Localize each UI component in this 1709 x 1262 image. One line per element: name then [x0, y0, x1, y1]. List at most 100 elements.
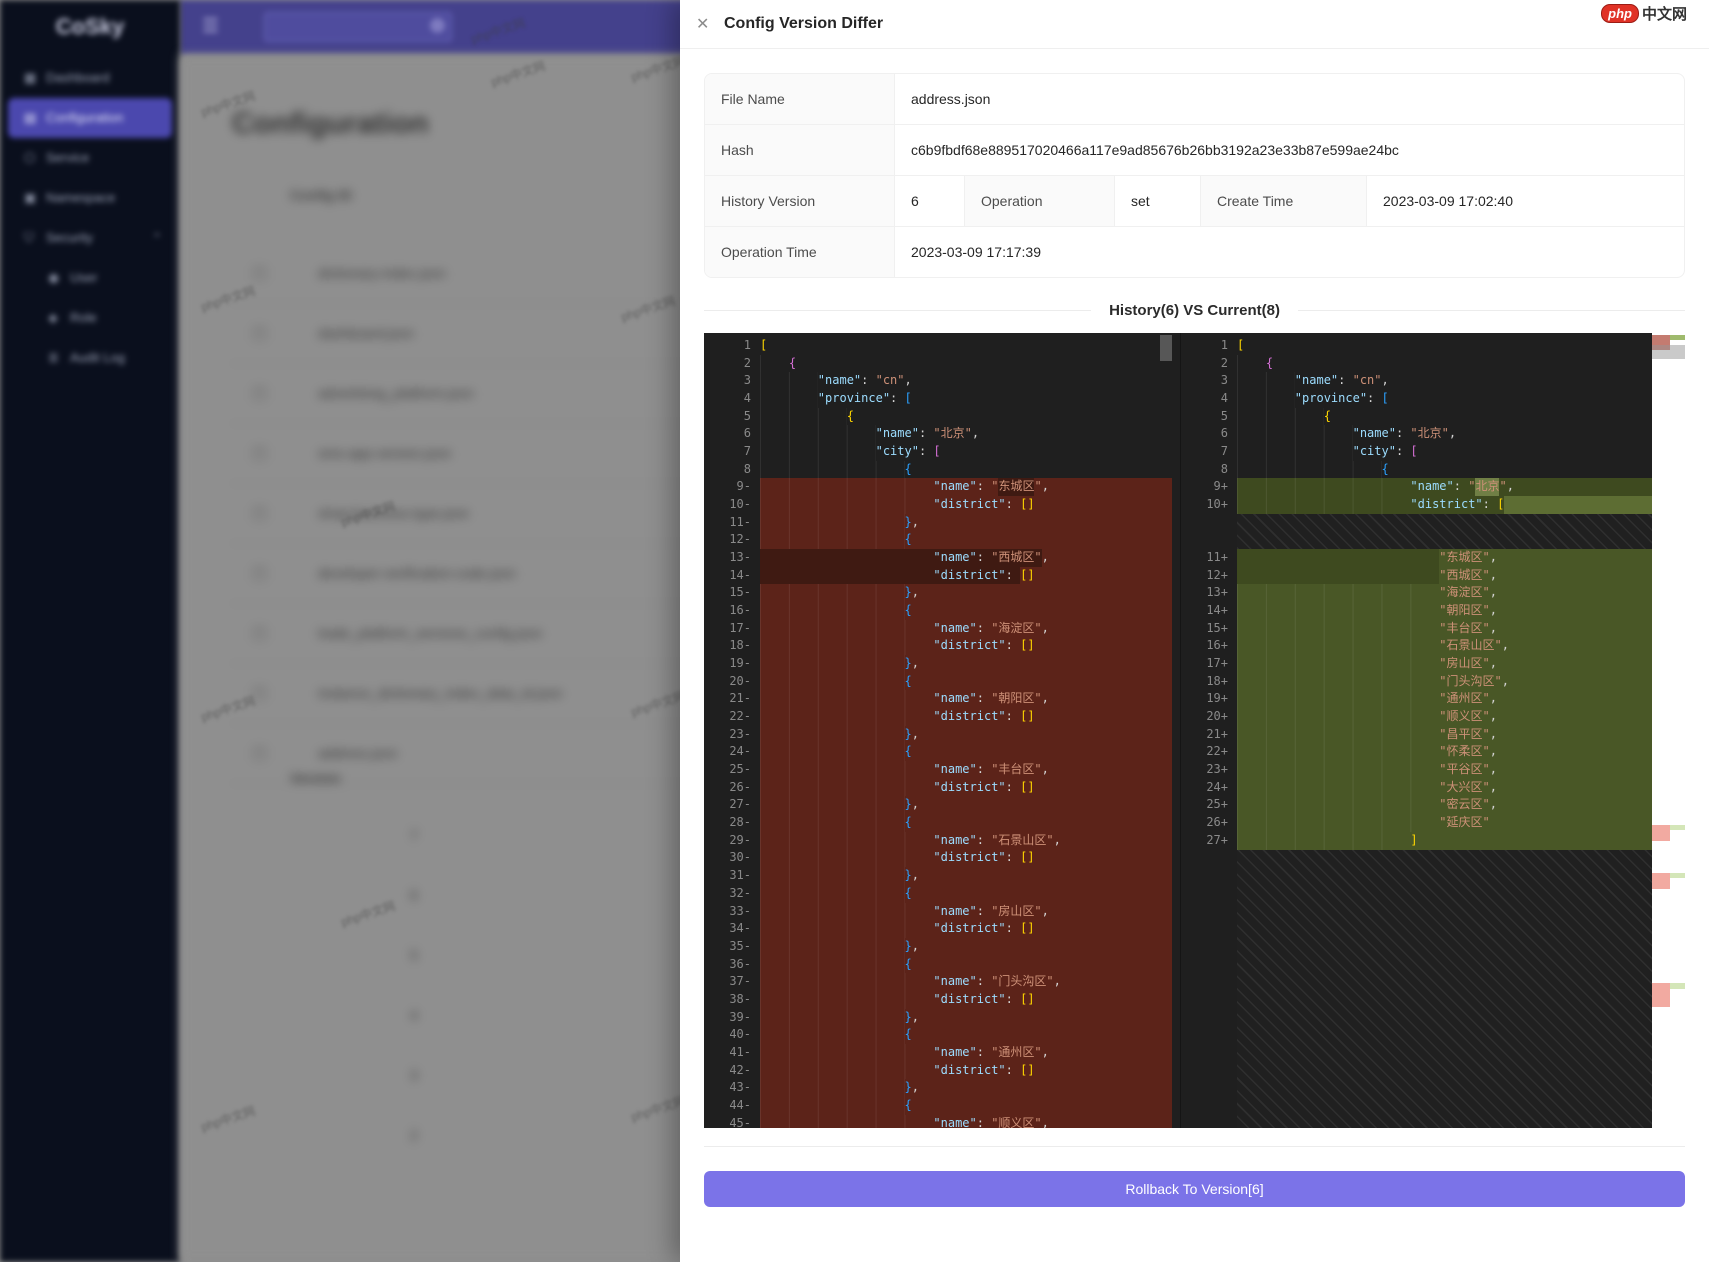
diff-heading: History(6) VS Current(8) — [1109, 302, 1280, 319]
line-number: 16- — [729, 603, 751, 618]
hash-value: c6b9fbdf68e889517020466a117e9ad85676b26b… — [895, 125, 1684, 176]
expand-icon[interactable]: + — [253, 327, 266, 340]
diff-overview-ruler[interactable] — [1652, 333, 1685, 1128]
left-scrollbar-slider[interactable] — [1160, 335, 1172, 361]
code-line: 4 "province": [ — [1181, 390, 1652, 408]
line-number: 6 — [743, 426, 751, 441]
sidebar-item-dashboard[interactable]: ▦ Dashboard — [0, 58, 180, 98]
sidebar-item-configuration[interactable]: ▤ Configuration — [8, 98, 172, 138]
line-number: 16+ — [1206, 638, 1228, 653]
chevron-up-icon: ⌃ — [151, 231, 162, 245]
ruler-mark-slider — [1652, 345, 1685, 359]
expand-icon[interactable]: + — [253, 267, 266, 280]
code-line: 33- "name": "房山区", — [704, 902, 1172, 921]
expand-icon[interactable]: + — [253, 567, 266, 580]
namespace-icon: ▣ — [24, 190, 37, 205]
line-number: 12+ — [1206, 567, 1228, 582]
code-line: 6 "name": "北京", — [1181, 425, 1652, 444]
user-icon: ◉ — [48, 270, 60, 285]
line-number: 23- — [729, 726, 751, 741]
sidebar-subitem-audit-log[interactable]: ≣ Audit Log — [0, 338, 180, 378]
operation-time-label: Operation Time — [705, 227, 895, 277]
config-version-differ-drawer: ✕ Config Version Differ File Name addres… — [680, 0, 1709, 1262]
diff-modified-pane[interactable]: 1[2 {3 "name": "cn", 4 "province": [5 {6 … — [1180, 333, 1652, 1128]
code-line: 30- "district": [] — [704, 849, 1172, 868]
drawer-title: Config Version Differ — [724, 15, 884, 32]
sidebar-item-service[interactable]: ⬡ Service — [0, 138, 180, 178]
line-number: 17- — [729, 620, 751, 635]
sidebar-item-namespace[interactable]: ▣ Namespace — [0, 178, 180, 218]
ruler-mark-pink — [1652, 873, 1670, 889]
code-line: 24- { — [704, 743, 1172, 762]
line-number: 2 — [1220, 355, 1228, 370]
code-line: 14+ "朝阳区", — [1181, 602, 1652, 620]
code-line: 16+ "石景山区", — [1181, 637, 1652, 656]
code-line: 9+ "name": " 北京 ", — [1181, 478, 1652, 497]
line-number: 33- — [729, 903, 751, 918]
file-name-value: address.json — [895, 74, 1684, 125]
code-line: 15- }, — [704, 584, 1172, 603]
ruler-mark-lgreen — [1670, 873, 1685, 878]
code-line: 38- "district": [] — [704, 990, 1172, 1009]
version-row[interactable]: 7 — [410, 827, 418, 843]
code-line: 26+ "延庆区" — [1181, 814, 1652, 832]
expand-icon[interactable]: + — [253, 387, 266, 400]
line-number: 8 — [743, 461, 751, 476]
code-line: 31- }, — [704, 867, 1172, 885]
diff-sash[interactable] — [1172, 333, 1180, 1128]
role-icon: ◈ — [48, 310, 58, 325]
version-row[interactable]: 4 — [410, 1007, 418, 1023]
config-id: dictionary-index.json — [318, 265, 446, 281]
table-column-header: Config ID — [290, 187, 353, 203]
code-line: 18+ "门头沟区", — [1181, 672, 1652, 691]
security-icon: ⛉ — [24, 230, 34, 245]
config-id: instance_dictionary_index_data_id.json — [318, 685, 563, 701]
sidebar-subitem-user[interactable]: ◉ User — [0, 258, 180, 298]
clear-icon[interactable] — [430, 18, 445, 33]
line-number: 20+ — [1206, 709, 1228, 724]
expand-icon[interactable]: + — [253, 507, 266, 520]
line-number: 25+ — [1206, 797, 1228, 812]
code-line: 19+ "通州区", — [1181, 690, 1652, 709]
line-number: 24- — [729, 744, 751, 759]
code-line: 13- "name": "西城区", — [704, 549, 1172, 567]
line-number: 35- — [729, 938, 751, 953]
version-row[interactable]: 2 — [410, 1127, 418, 1143]
sidebar-subitem-role[interactable]: ◈ Role — [0, 298, 180, 338]
line-number: 5 — [743, 408, 751, 423]
code-line: 13+ "海淀区", — [1181, 584, 1652, 603]
line-number: 42- — [729, 1062, 751, 1077]
expand-icon[interactable]: + — [253, 447, 266, 460]
config-id: trade_platform_services_config.json — [318, 625, 543, 641]
expand-icon[interactable]: + — [253, 747, 266, 760]
code-line: 29- "name": "石景山区", — [704, 831, 1172, 850]
line-number: 41- — [729, 1044, 751, 1059]
version-row[interactable]: 5 — [410, 947, 418, 963]
code-line: 7 "city": [ — [1181, 443, 1652, 461]
code-line: 1[ — [704, 337, 1172, 355]
create-time-value: 2023-03-09 17:02:40 — [1367, 176, 1684, 227]
line-number: 18- — [729, 638, 751, 653]
line-number: 43- — [729, 1080, 751, 1095]
code-line: 21+ "昌平区", — [1181, 725, 1652, 744]
diff-heading-divider: History(6) VS Current(8) — [704, 302, 1686, 319]
code-line: 18- "district": [] — [704, 637, 1172, 656]
version-row[interactable]: 3 — [410, 1067, 418, 1083]
code-line: 3 "name": "cn", — [704, 372, 1172, 391]
line-number: 21+ — [1206, 726, 1228, 741]
line-number: 1 — [743, 338, 751, 352]
close-icon[interactable]: ✕ — [696, 16, 710, 33]
code-line: 20- { — [704, 672, 1172, 691]
code-line: 45- "name": "顺义区", — [704, 1114, 1172, 1128]
expand-icon[interactable]: + — [253, 627, 266, 640]
rollback-button[interactable]: Rollback To Version[6] — [704, 1171, 1685, 1207]
namespace-select[interactable] — [264, 12, 452, 42]
version-row[interactable]: 6 — [410, 887, 418, 903]
expand-icon[interactable]: + — [253, 687, 266, 700]
sidebar-item-security[interactable]: ⛉ Security ⌃ — [0, 218, 180, 258]
menu-toggle-icon[interactable]: ☰ — [202, 16, 220, 37]
line-number: 4 — [1220, 391, 1228, 406]
diff-original-pane[interactable]: 1[2 {3 "name": "cn", 4 "province": [5 {6 … — [704, 333, 1172, 1128]
line-number: 24+ — [1206, 779, 1228, 794]
line-number: 14+ — [1206, 603, 1228, 618]
